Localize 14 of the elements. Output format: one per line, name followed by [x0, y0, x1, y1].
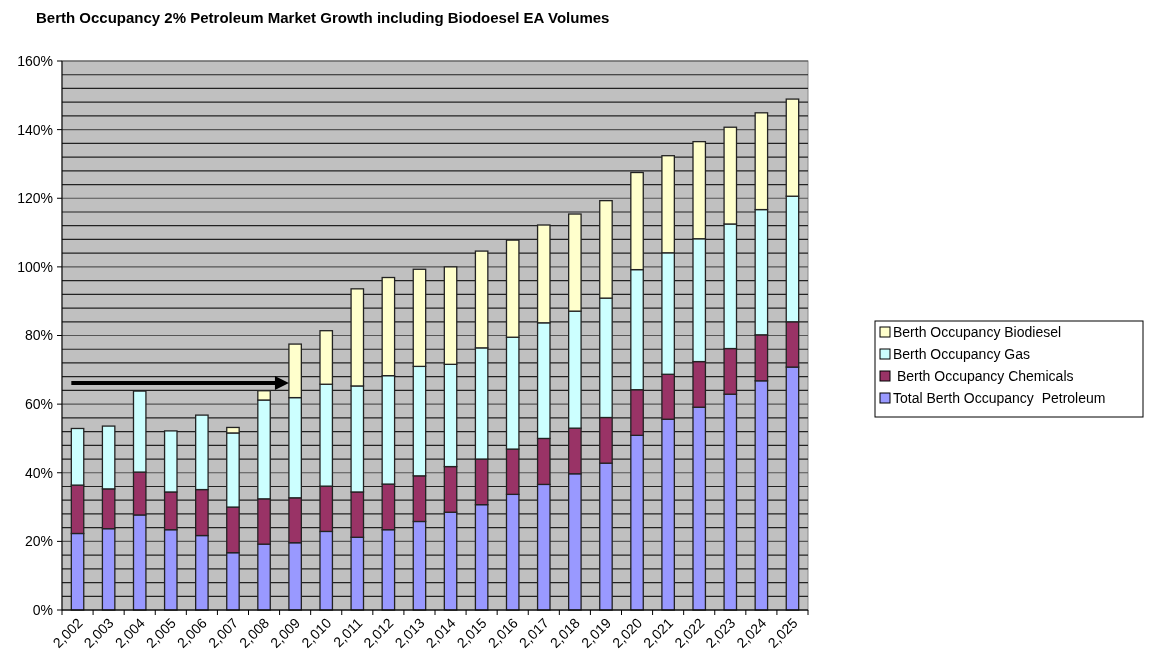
y-tick-label: 80%: [24, 327, 53, 344]
y-tick-label: 140%: [17, 121, 53, 138]
y-tick-label: 100%: [17, 258, 53, 275]
y-tick-label: 0%: [32, 601, 53, 618]
y-tick-label: 120%: [17, 190, 53, 207]
chart-title: Berth Occupancy 2% Petroleum Market Growth including Biodoesel EA Volumes: [36, 9, 610, 26]
legend-label: Berth Occupancy Biodiesel: [893, 323, 1062, 340]
y-tick-label: 40%: [24, 464, 53, 481]
y-tick-label: 20%: [24, 533, 53, 550]
legend-label: Berth Occupancy Chemicals: [893, 367, 1074, 384]
y-tick-label: 60%: [24, 396, 53, 413]
legend-label: Berth Occupancy Gas: [893, 345, 1030, 362]
legend-label: Total Berth Occupancy Petroleum: [893, 389, 1106, 406]
y-tick-label: 160%: [17, 52, 53, 69]
